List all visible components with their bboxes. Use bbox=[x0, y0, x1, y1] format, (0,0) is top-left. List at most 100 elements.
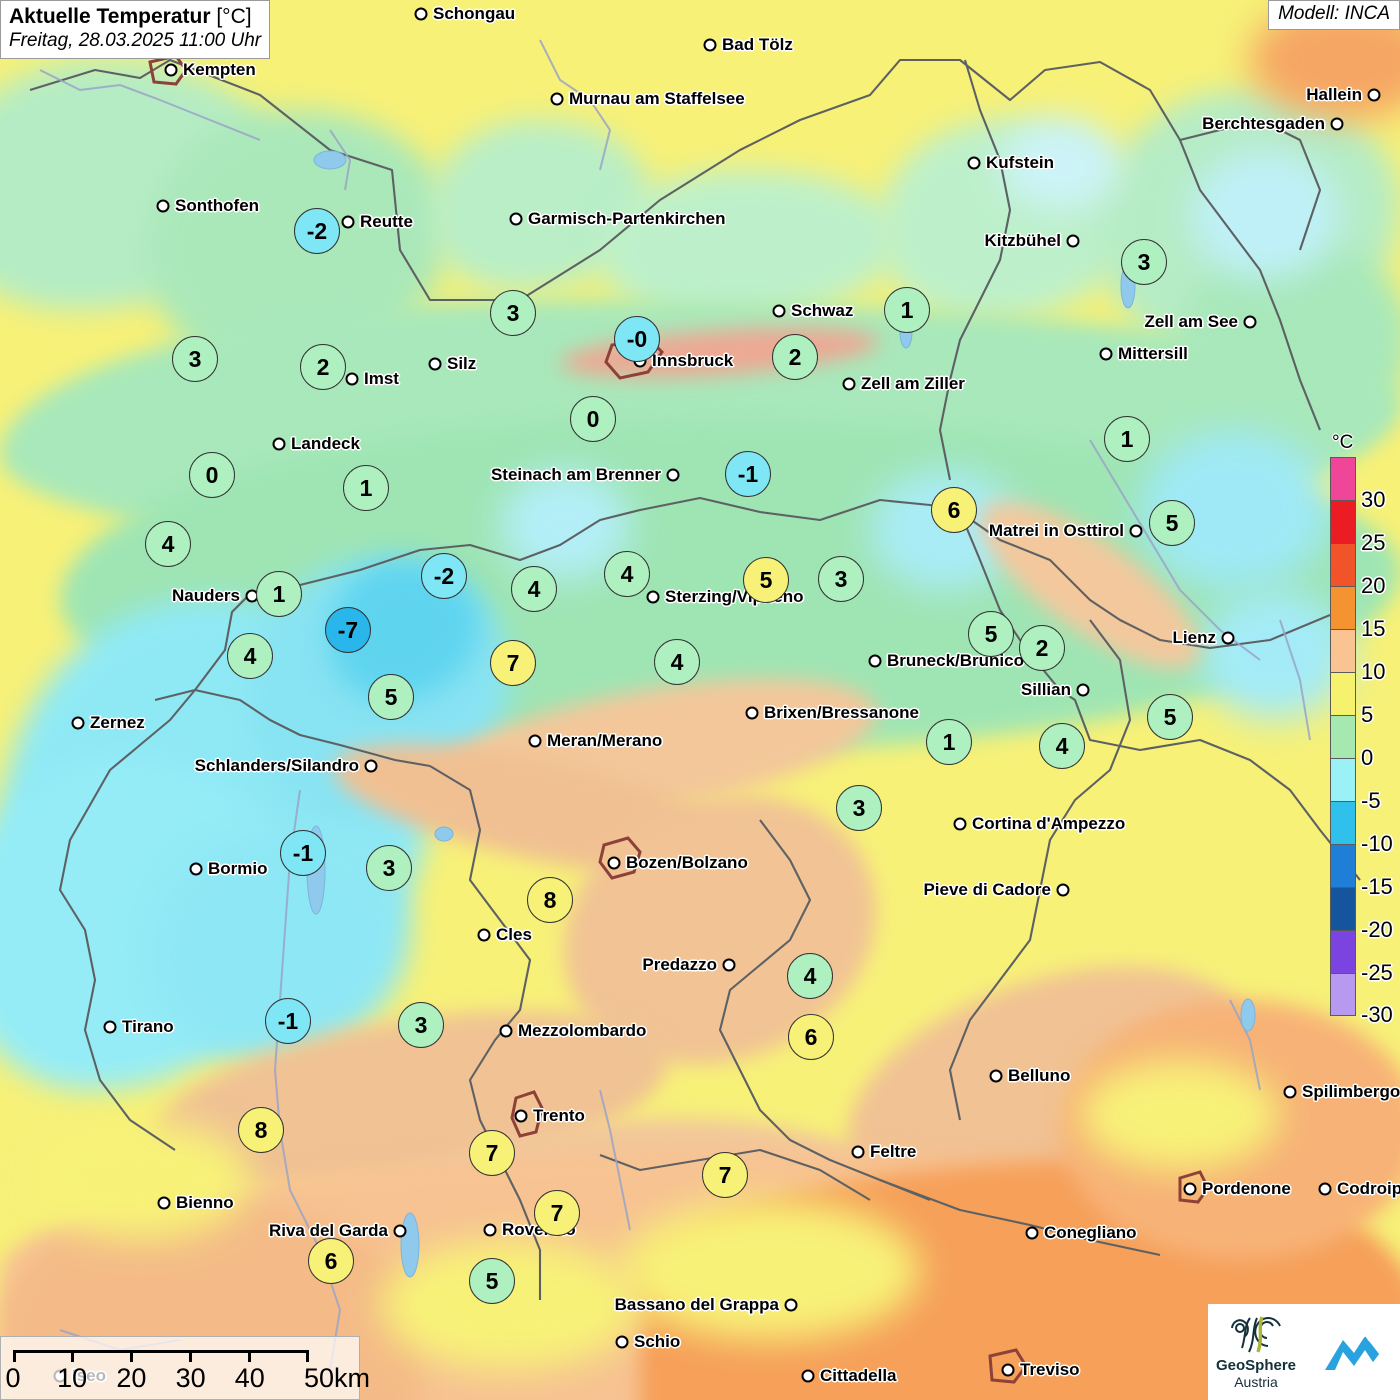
station-value-bubble[interactable]: 6 bbox=[931, 487, 977, 533]
station-value-bubble[interactable]: -1 bbox=[725, 451, 771, 497]
city-label: Garmisch-Partenkirchen bbox=[528, 209, 726, 228]
city-dot-icon bbox=[414, 7, 428, 21]
city-dot-icon bbox=[345, 372, 359, 386]
station-value-bubble[interactable]: 4 bbox=[227, 633, 273, 679]
station-value-bubble[interactable]: 1 bbox=[343, 465, 389, 511]
colorbar-tick-label: -10 bbox=[1361, 831, 1393, 856]
city-label: Imst bbox=[364, 369, 399, 388]
geosphere-name: GeoSphere bbox=[1215, 1357, 1297, 1374]
logo-group: GeoSphere Austria bbox=[1208, 1304, 1400, 1400]
city-label: Trento bbox=[533, 1106, 585, 1125]
station-value-bubble[interactable]: -7 bbox=[325, 607, 371, 653]
city-label: Nauders bbox=[171, 586, 240, 605]
colorbar-tick-label: 25 bbox=[1361, 530, 1386, 555]
city-label: Bruneck/Brunico bbox=[887, 651, 1024, 670]
station-value-bubble[interactable]: 7 bbox=[534, 1190, 580, 1236]
colorbar-tick-label: -20 bbox=[1361, 917, 1393, 942]
geosphere-sub: Austria bbox=[1234, 1374, 1278, 1390]
city-dot-icon bbox=[607, 856, 621, 870]
colorbar-tick-label: 0 bbox=[1361, 745, 1374, 770]
station-value-bubble[interactable]: 8 bbox=[527, 877, 573, 923]
city-dot-icon bbox=[784, 1298, 798, 1312]
city-dot-icon bbox=[1243, 315, 1257, 329]
city-label: Codroipo bbox=[1337, 1179, 1400, 1198]
scale-tick bbox=[129, 1350, 133, 1362]
station-value-bubble[interactable]: -2 bbox=[294, 208, 340, 254]
model-box: Modell: INCA bbox=[1268, 0, 1400, 30]
station-value-bubble[interactable]: 3 bbox=[490, 290, 536, 336]
map-title: Aktuelle Temperatur [°C] bbox=[9, 5, 252, 28]
city-label: Kitzbühel bbox=[984, 231, 1062, 250]
city-dot-icon bbox=[722, 958, 736, 972]
urban-areas bbox=[148, 54, 1210, 1384]
station-value-bubble[interactable]: 4 bbox=[604, 551, 650, 597]
station-value-bubble[interactable]: 3 bbox=[398, 1002, 444, 1048]
city-label: Lienz bbox=[1172, 628, 1216, 647]
station-value-bubble[interactable]: 4 bbox=[511, 566, 557, 612]
city-dot-icon bbox=[666, 468, 680, 482]
city-label: Innsbruck bbox=[652, 351, 734, 370]
station-value-bubble[interactable]: 4 bbox=[1039, 723, 1085, 769]
city-dot-icon bbox=[703, 38, 717, 52]
colorbar-unit: °C bbox=[1332, 432, 1354, 453]
station-value-bubble[interactable]: 8 bbox=[238, 1107, 284, 1153]
station-value-bubble[interactable]: 1 bbox=[256, 571, 302, 617]
station-value-bubble[interactable]: 5 bbox=[968, 611, 1014, 657]
colorbar-tick-label: 20 bbox=[1361, 573, 1386, 598]
colorbar-segment: -20 bbox=[1330, 887, 1393, 942]
city-label: Kufstein bbox=[986, 153, 1054, 172]
station-value-bubble[interactable]: 4 bbox=[145, 521, 191, 567]
city-label: Landeck bbox=[291, 434, 360, 453]
station-value-bubble[interactable]: -0 bbox=[614, 316, 660, 362]
colorbar-segment: 30 bbox=[1330, 457, 1385, 512]
station-value-bubble[interactable]: -2 bbox=[421, 553, 467, 599]
station-value-bubble[interactable]: 6 bbox=[788, 1014, 834, 1060]
station-value-bubble[interactable]: 2 bbox=[1019, 625, 1065, 671]
station-value-bubble[interactable]: 3 bbox=[836, 785, 882, 831]
geosphere-mark-icon bbox=[1231, 1316, 1281, 1353]
colorbar-tick-label: -5 bbox=[1361, 788, 1381, 813]
city-dot-icon bbox=[1330, 117, 1344, 131]
station-value-bubble[interactable]: -1 bbox=[280, 830, 326, 876]
station-value-bubble[interactable]: 4 bbox=[654, 639, 700, 685]
title-unit: [°C] bbox=[216, 5, 252, 28]
city-label: Pieve di Cadore bbox=[923, 880, 1051, 899]
map-datetime: Freitag, 28.03.2025 11:00 Uhr bbox=[9, 30, 262, 51]
city-label: Cortina d'Ampezzo bbox=[972, 814, 1126, 833]
station-value-bubble[interactable]: 0 bbox=[570, 396, 616, 442]
station-value-bubble[interactable]: 1 bbox=[1104, 416, 1150, 462]
station-value-bubble[interactable]: 0 bbox=[189, 452, 235, 498]
station-value-bubble[interactable]: 5 bbox=[1149, 500, 1195, 546]
city-dot-icon bbox=[1099, 347, 1113, 361]
station-value-bubble[interactable]: 7 bbox=[490, 640, 536, 686]
station-value-bubble[interactable]: 2 bbox=[772, 334, 818, 380]
scale-label: 40 bbox=[234, 1363, 265, 1393]
city-label: Murnau am Staffelsee bbox=[569, 89, 745, 108]
station-value-bubble[interactable]: 3 bbox=[818, 556, 864, 602]
station-value-bubble[interactable]: 7 bbox=[469, 1130, 515, 1176]
city-label: Bormio bbox=[208, 859, 268, 878]
station-value-bubble[interactable]: 3 bbox=[1121, 239, 1167, 285]
station-value-bubble[interactable]: 6 bbox=[308, 1238, 354, 1284]
model-label: Modell: INCA bbox=[1278, 3, 1390, 24]
station-value-bubble[interactable]: 5 bbox=[469, 1258, 515, 1304]
city-dot-icon bbox=[772, 304, 786, 318]
station-value-bubble[interactable]: 4 bbox=[787, 953, 833, 999]
city-label: Belluno bbox=[1008, 1066, 1071, 1085]
station-value-bubble[interactable]: -1 bbox=[265, 998, 311, 1044]
station-value-bubble[interactable]: 5 bbox=[743, 557, 789, 603]
scale-bar: 0 10 20 30 40 50km bbox=[0, 1336, 370, 1400]
scale-label: 50km bbox=[303, 1363, 371, 1393]
colorbar-segment: 0 bbox=[1330, 715, 1373, 770]
station-value-bubble[interactable]: 1 bbox=[884, 287, 930, 333]
station-value-bubble[interactable]: 7 bbox=[702, 1152, 748, 1198]
station-value-bubble[interactable]: 3 bbox=[366, 845, 412, 891]
scale-label: 20 bbox=[116, 1363, 147, 1393]
partner-logo bbox=[1304, 1304, 1400, 1400]
station-value-bubble[interactable]: 2 bbox=[300, 344, 346, 390]
station-value-bubble[interactable]: 5 bbox=[1147, 694, 1193, 740]
station-value-bubble[interactable]: 5 bbox=[368, 674, 414, 720]
station-value-bubble[interactable]: 3 bbox=[172, 336, 218, 382]
colorbar-segment: 25 bbox=[1330, 500, 1385, 555]
station-value-bubble[interactable]: 1 bbox=[926, 719, 972, 765]
